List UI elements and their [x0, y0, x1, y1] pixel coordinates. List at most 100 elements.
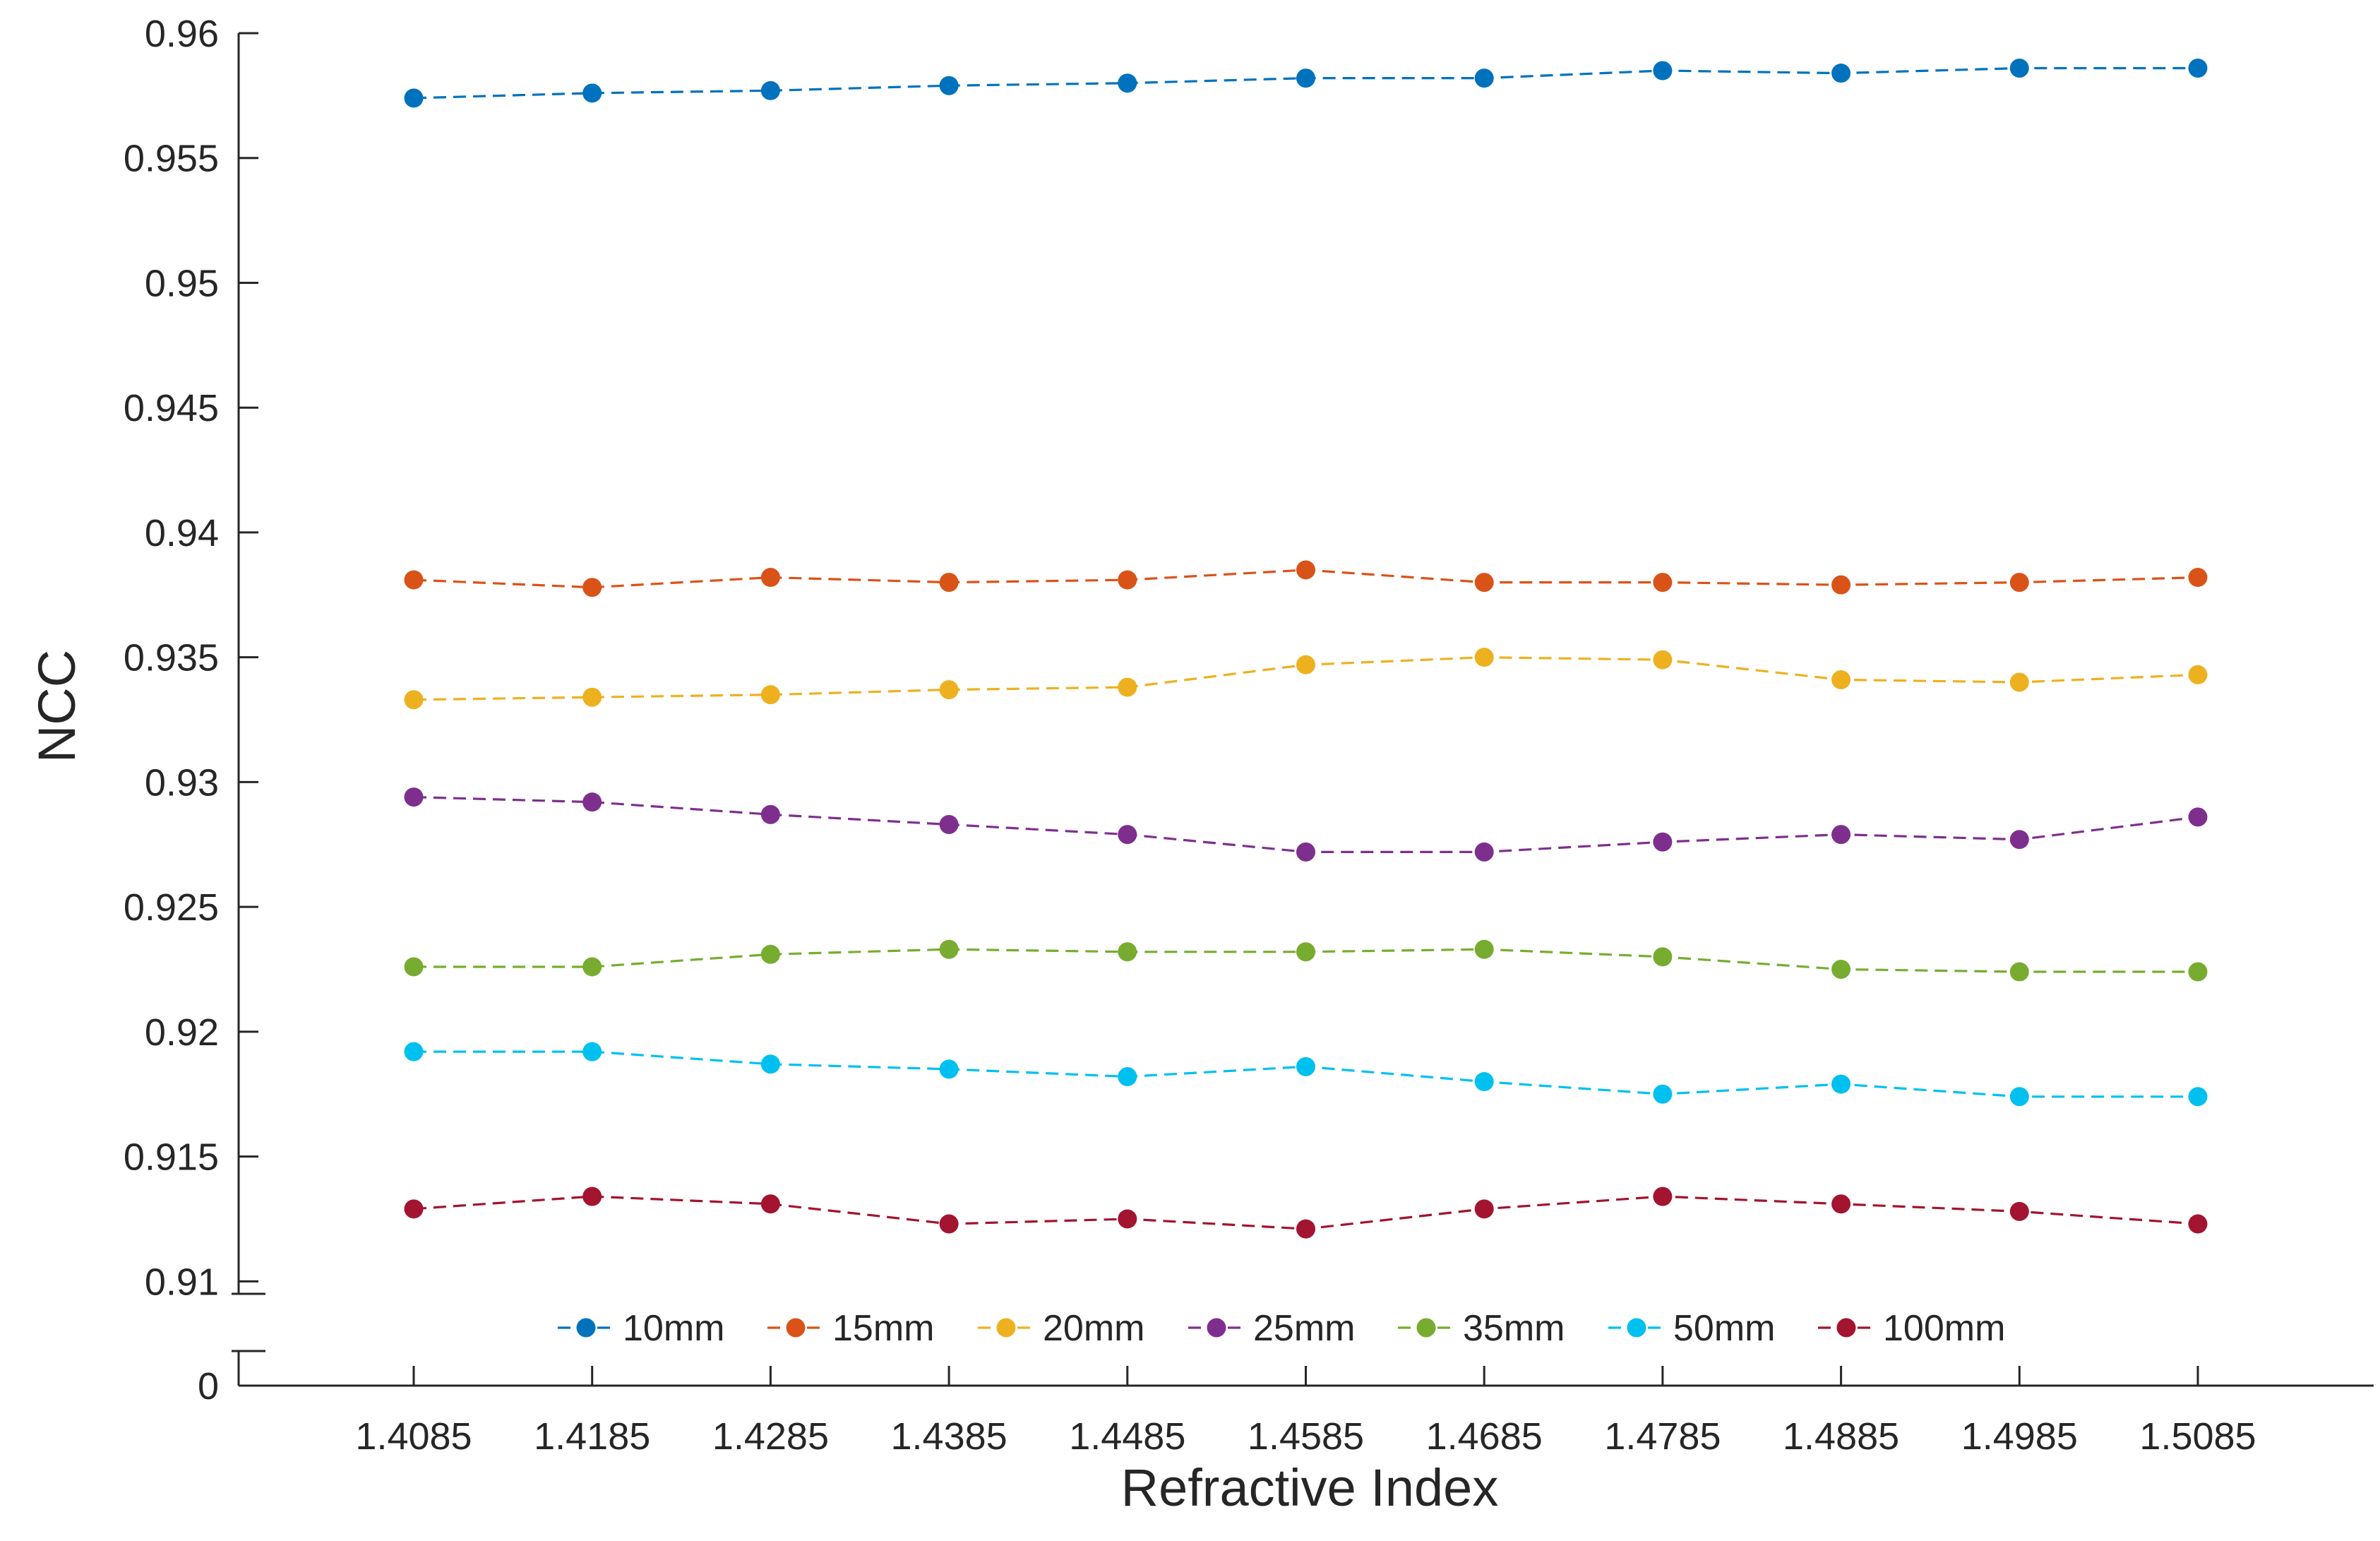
- y-tick-label: 0.94: [145, 512, 219, 554]
- data-point-10mm: [1831, 64, 1851, 83]
- data-point-100mm: [2188, 1214, 2208, 1234]
- data-point-100mm: [1474, 1199, 1494, 1219]
- data-point-10mm: [582, 83, 602, 103]
- data-point-10mm: [404, 88, 424, 108]
- y-tick-label: 0.93: [145, 761, 219, 804]
- data-point-50mm: [939, 1059, 959, 1079]
- y-tick-label: 0.945: [124, 387, 219, 429]
- x-tick-label: 1.4385: [891, 1415, 1007, 1458]
- data-point-35mm: [1118, 942, 1137, 962]
- legend-marker: [996, 1318, 1016, 1338]
- data-point-20mm: [939, 680, 959, 700]
- data-point-20mm: [1653, 650, 1673, 670]
- data-point-35mm: [939, 939, 959, 959]
- legend-entry-100mm: 100mm: [1818, 1308, 2005, 1349]
- data-point-15mm: [1653, 573, 1673, 593]
- data-point-35mm: [2188, 962, 2208, 982]
- data-point-35mm: [1831, 959, 1851, 979]
- data-point-20mm: [1296, 655, 1315, 674]
- y-tick-label: 0.92: [145, 1011, 219, 1054]
- y-tick-label: 0.935: [124, 637, 219, 679]
- data-point-50mm: [1653, 1084, 1673, 1104]
- data-point-50mm: [2188, 1087, 2208, 1107]
- series-20mm: [404, 648, 2208, 710]
- legend-entry-20mm: 20mm: [978, 1308, 1144, 1349]
- legend-entry-25mm: 25mm: [1188, 1308, 1355, 1349]
- data-point-25mm: [404, 787, 424, 807]
- x-tick-label: 1.4185: [534, 1415, 650, 1458]
- x-tick-label: 1.4485: [1069, 1415, 1185, 1458]
- legend-label: 20mm: [1043, 1308, 1144, 1349]
- data-point-50mm: [1118, 1066, 1137, 1086]
- data-point-15mm: [2188, 568, 2208, 588]
- legend-marker: [576, 1318, 596, 1338]
- data-point-25mm: [1474, 842, 1494, 862]
- data-point-20mm: [1831, 670, 1851, 689]
- legend-marker: [1207, 1318, 1226, 1338]
- data-point-100mm: [1831, 1194, 1851, 1214]
- data-point-50mm: [2009, 1087, 2029, 1107]
- legend-label: 50mm: [1673, 1308, 1775, 1349]
- data-point-50mm: [760, 1054, 780, 1074]
- data-point-10mm: [2009, 58, 2029, 78]
- data-point-20mm: [1474, 648, 1494, 667]
- data-point-50mm: [1474, 1072, 1494, 1092]
- data-point-35mm: [582, 957, 602, 977]
- data-point-10mm: [1474, 69, 1494, 88]
- y-tick-label: 0.915: [124, 1136, 219, 1179]
- data-point-25mm: [582, 792, 602, 812]
- legend-label: 15mm: [832, 1308, 934, 1349]
- data-point-50mm: [1296, 1057, 1315, 1076]
- data-point-35mm: [404, 957, 424, 977]
- data-point-15mm: [404, 570, 424, 590]
- legend-marker: [1836, 1318, 1856, 1338]
- data-point-15mm: [2009, 573, 2029, 593]
- data-point-15mm: [939, 573, 959, 593]
- x-tick-label: 1.5085: [2139, 1415, 2256, 1458]
- y-tick-label: 0.925: [124, 886, 219, 929]
- series-10mm: [404, 58, 2208, 108]
- legend-marker: [786, 1318, 806, 1338]
- x-tick-label: 1.4685: [1426, 1415, 1543, 1458]
- data-point-20mm: [2009, 672, 2029, 692]
- data-point-10mm: [1653, 61, 1673, 81]
- data-point-35mm: [1653, 947, 1673, 967]
- data-point-10mm: [2188, 58, 2208, 78]
- data-point-15mm: [1474, 573, 1494, 593]
- data-point-15mm: [582, 578, 602, 597]
- data-point-100mm: [1296, 1219, 1315, 1239]
- data-point-10mm: [1118, 73, 1137, 93]
- data-point-20mm: [760, 685, 780, 705]
- series-35mm: [404, 939, 2208, 982]
- data-point-15mm: [1296, 560, 1315, 580]
- data-point-100mm: [582, 1186, 602, 1206]
- y-tick-label-zero: 0: [198, 1365, 219, 1408]
- data-point-25mm: [2188, 807, 2208, 827]
- x-tick-label: 1.4585: [1248, 1415, 1364, 1458]
- x-tick-label: 1.4085: [355, 1415, 472, 1458]
- data-point-15mm: [1831, 575, 1851, 595]
- y-axis-title: NCC: [28, 650, 86, 763]
- legend-entry-50mm: 50mm: [1608, 1308, 1775, 1349]
- data-point-35mm: [1296, 942, 1315, 962]
- y-tick-label: 0.91: [145, 1261, 219, 1303]
- x-tick-label: 1.4885: [1783, 1415, 1899, 1458]
- x-tick-label: 1.4285: [712, 1415, 829, 1458]
- data-point-25mm: [939, 814, 959, 834]
- legend-label: 25mm: [1253, 1308, 1355, 1349]
- data-point-20mm: [2188, 665, 2208, 684]
- x-tick-label: 1.4985: [1961, 1415, 2078, 1458]
- legend: 10mm 15mm 20mm 25mm 35mm 50mm 100mm: [558, 1308, 2005, 1349]
- y-tick-label: 0.96: [145, 13, 219, 55]
- series-100mm: [404, 1186, 2208, 1239]
- legend-label: 100mm: [1883, 1308, 2005, 1349]
- data-point-35mm: [760, 944, 780, 964]
- data-point-25mm: [760, 804, 780, 824]
- data-point-50mm: [1831, 1074, 1851, 1094]
- series-50mm: [404, 1042, 2208, 1107]
- x-axis-title: Refractive Index: [1121, 1458, 1499, 1517]
- axes: 0.91 0.915 0.92 0.925 0.93 0.935 0.94 0.945 0.95…: [124, 13, 2374, 1458]
- data-point-100mm: [2009, 1201, 2029, 1221]
